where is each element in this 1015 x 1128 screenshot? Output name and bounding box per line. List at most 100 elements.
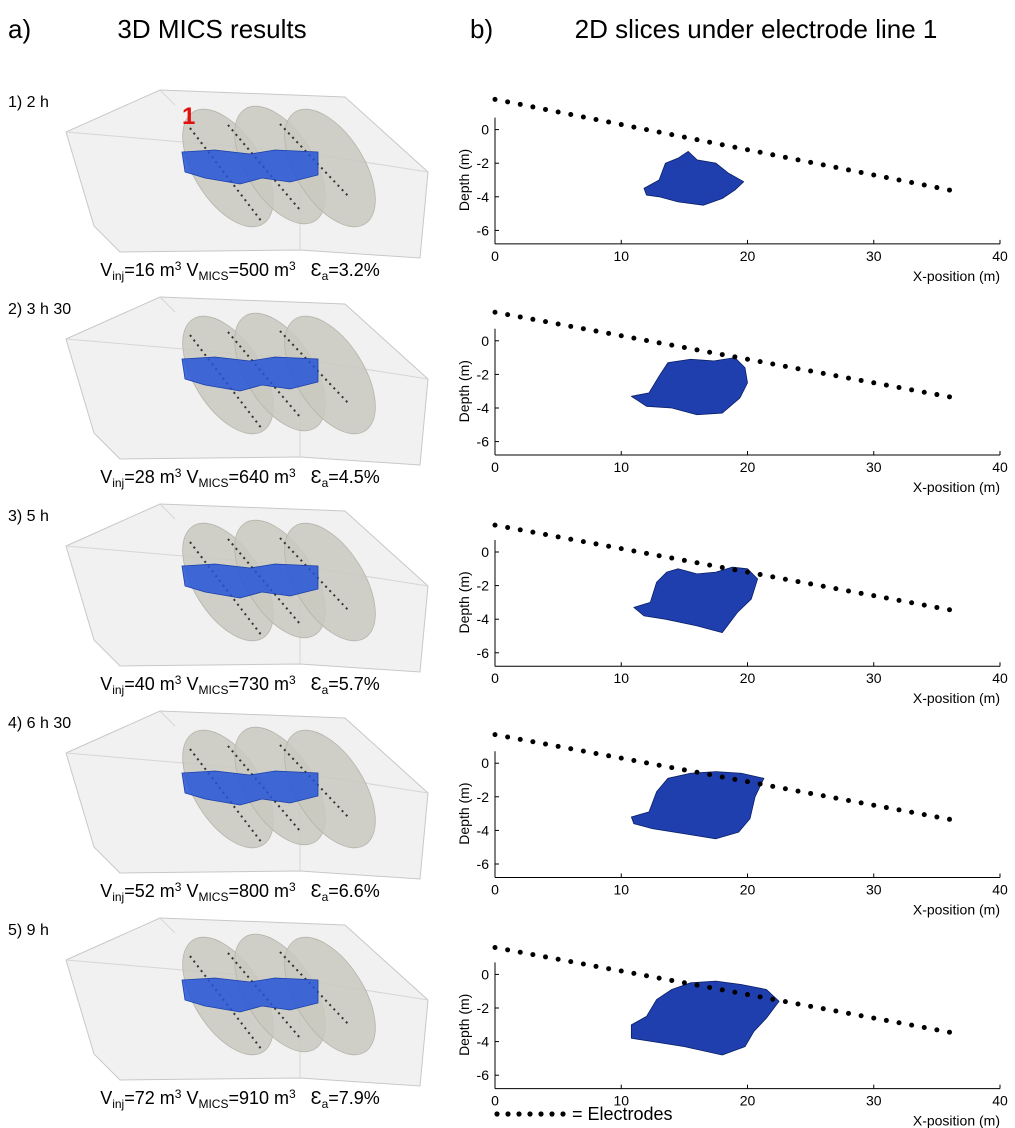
y-axis-label: Depth (m) [456, 571, 472, 633]
caption-part: inj [112, 683, 124, 697]
electrode [606, 119, 612, 125]
y-tick-label: -4 [477, 611, 490, 627]
electrode-line [279, 951, 351, 1027]
electrode [656, 129, 662, 135]
electrode [694, 137, 700, 143]
electrode [681, 345, 687, 351]
electrode [644, 337, 649, 343]
electrode [631, 758, 637, 764]
caption-part: Ɛ [296, 881, 322, 901]
electrode [694, 347, 700, 353]
caption-part: V [181, 674, 198, 694]
electrode [871, 802, 877, 808]
electrode [858, 1013, 864, 1019]
x-tick-label: 10 [613, 248, 629, 264]
caption-part: =6.6% [328, 881, 380, 901]
electrode [846, 167, 851, 173]
caption-part: V [100, 467, 112, 487]
electrode [505, 524, 511, 530]
electrode [770, 152, 776, 158]
electrode [505, 734, 511, 740]
legend-dot [505, 1111, 511, 1117]
electrode [833, 1008, 839, 1014]
electrode [745, 356, 750, 362]
electrode [517, 949, 523, 955]
panel-title: 2D slices under electrode line 1 [575, 14, 938, 44]
electrode [606, 543, 612, 549]
electrode [618, 122, 624, 128]
caption-part: 3 [175, 1087, 182, 1101]
x-tick-label: 30 [866, 459, 882, 475]
y-tick-label: -4 [477, 400, 490, 416]
caption-part: =7.9% [328, 1088, 380, 1108]
caption-part: inj [112, 1097, 124, 1111]
row-label: 5) 9 h [8, 922, 49, 939]
electrode [530, 316, 536, 322]
x-tick-label: 20 [740, 248, 756, 264]
electrode [694, 982, 700, 988]
electrode [593, 750, 599, 756]
render-3d [65, 89, 429, 259]
x-tick-label: 10 [613, 670, 629, 686]
electrode [871, 593, 877, 599]
electrode-line [189, 541, 263, 637]
x-axis-label: X-position (m) [913, 1113, 1000, 1128]
caption-part: =28 m [124, 467, 175, 487]
electrode [770, 574, 776, 580]
electrode [568, 111, 574, 117]
mics-body [284, 522, 376, 642]
caption-part: =640 m [228, 467, 289, 487]
caption-part: 3 [175, 259, 182, 273]
electrode [505, 947, 511, 953]
electrode [719, 352, 725, 358]
injection-band [181, 770, 319, 806]
x-tick-label: 40 [992, 670, 1008, 686]
electrode [732, 144, 738, 150]
electrode [921, 812, 927, 818]
electrode-line [189, 748, 263, 844]
y-tick-label: 0 [481, 544, 489, 560]
x-tick-label: 40 [992, 248, 1008, 264]
electrode [555, 109, 561, 115]
electrode [517, 314, 523, 320]
electrode [555, 743, 561, 749]
electrode [782, 154, 788, 160]
electrode [921, 1024, 927, 1030]
legend-dot [527, 1111, 533, 1117]
render-3d [65, 917, 429, 1087]
electrode [656, 553, 662, 559]
caption-part: =72 m [124, 1088, 175, 1108]
electrode [580, 326, 586, 332]
electrode [808, 368, 814, 374]
electrode [732, 354, 738, 360]
x-tick-label: 0 [491, 248, 499, 264]
electrode [846, 797, 851, 803]
x-tick-label: 20 [740, 670, 756, 686]
electrode [858, 590, 864, 596]
caption-part: a [322, 269, 329, 283]
electrode [921, 602, 927, 608]
caption: Vinj=16 m3 VMICS=500 m3 Ɛa=3.2% [100, 259, 380, 283]
electrode [858, 377, 864, 383]
electrode [921, 182, 927, 188]
caption-part: V [100, 260, 112, 280]
x-tick-label: 0 [491, 881, 499, 897]
electrode [820, 370, 826, 376]
caption-part: V [100, 881, 112, 901]
y-tick-label: 0 [481, 122, 489, 138]
slice-chart: 0-2-4-60 10 20 30 40X-position (m)Depth (m) [456, 96, 1008, 284]
electrode [896, 1020, 902, 1026]
electrode [707, 562, 713, 568]
caption-part: Ɛ [296, 260, 322, 280]
electrode [543, 106, 548, 112]
electrode [782, 999, 788, 1005]
y-tick-label: -6 [477, 1067, 490, 1083]
electrode [833, 373, 839, 379]
y-tick-label: -2 [477, 578, 490, 594]
electrode [656, 340, 662, 346]
legend: = Electrodes [494, 1104, 673, 1124]
electrode [492, 522, 498, 528]
caption-part: 3 [175, 673, 182, 687]
electrode [820, 1006, 826, 1012]
caption-part: =5.7% [328, 674, 380, 694]
